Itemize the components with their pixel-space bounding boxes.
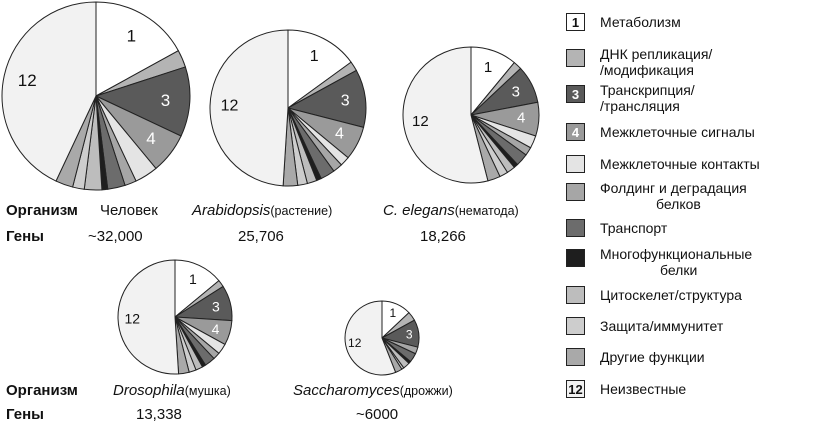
gene-count-drosophila: 13,338 (136, 406, 182, 423)
legend-label: Фолдинг и деградация белков (600, 180, 747, 212)
legend-swatch: 3 (566, 85, 585, 103)
legend-item: 12 Неизвестные (566, 377, 816, 401)
slice-label: 3 (406, 328, 413, 342)
legend-label: Защита/иммунитет (600, 318, 724, 334)
legend-swatch (566, 348, 585, 366)
pie-celegans: 1 3 4 12 (402, 46, 540, 184)
genes-row-label-2: Гены (6, 406, 44, 423)
slice-label: 12 (412, 113, 429, 130)
slice-label: 3 (161, 91, 170, 110)
organism-name-human: Человек (100, 202, 158, 219)
legend-label: Многофункциональные белки (600, 246, 753, 278)
pie-slice (117, 259, 180, 375)
legend-item: Цитоскелет/структура (566, 283, 816, 307)
legend-swatch (566, 249, 585, 267)
slice-label: 12 (124, 310, 140, 326)
slice-label: 1 (127, 27, 136, 46)
pie-slice (402, 46, 489, 184)
slice-label: 1 (310, 48, 319, 65)
slice-label: 3 (341, 92, 350, 109)
legend-item: 3 Транскрипция//трансляция (566, 82, 816, 114)
organism-name-arabidopsis: Arabidopsis(растение) (192, 202, 332, 219)
organism-note: (нематода) (454, 204, 519, 218)
legend-label: Транскрипция//трансляция (600, 82, 695, 114)
organism-note: (растение) (270, 204, 333, 218)
pie-human: 1 34 12 (1, 1, 191, 191)
legend-item: Межклеточные контакты (566, 152, 816, 176)
slice-label: 4 (517, 110, 525, 127)
legend-item: ДНК репликация//модификация (566, 46, 816, 78)
legend-swatch (566, 49, 585, 67)
organism-name-celegans: C. elegans(нематода) (383, 202, 519, 219)
gene-count-arabidopsis: 25,706 (238, 228, 284, 245)
pie-arabidopsis: 1 3 4 12 (209, 29, 367, 187)
genes-row-label-1: Гены (6, 228, 44, 245)
pie-slice (1, 1, 97, 182)
organism-note: (дрожжи) (399, 384, 453, 398)
legend-item: Защита/иммунитет (566, 314, 816, 338)
legend-label: Цитоскелет/структура (600, 287, 742, 303)
legend-label: Транспорт (600, 220, 668, 236)
legend-swatch (566, 219, 585, 237)
slice-label: 3 (212, 299, 220, 315)
pie-slice (287, 29, 352, 109)
organism-name-saccharomyces: Saccharomyces(дрожжи) (293, 382, 453, 399)
slice-label: 4 (335, 126, 344, 143)
organism-name-drosophila: Drosophila(мушка) (113, 382, 231, 399)
legend-item: 4 Межклеточные сигналы (566, 120, 816, 144)
organism-note: (мушка) (184, 384, 231, 398)
slice-label: 1 (189, 271, 197, 287)
slice-label: 12 (18, 71, 37, 90)
pie-slice (94, 66, 191, 137)
legend-swatch (566, 155, 585, 173)
legend-label: Метаболизм (600, 14, 681, 30)
legend-swatch: 1 (566, 13, 585, 31)
slice-label: 12 (221, 98, 239, 115)
gene-count-saccharomyces: ~6000 (356, 406, 399, 423)
legend-swatch (566, 183, 585, 201)
legend-label: Межклеточные контакты (600, 156, 760, 172)
legend-swatch (566, 286, 585, 304)
legend-item: Фолдинг и деградация белков (566, 180, 816, 212)
organism-name-text: C. elegans (383, 202, 455, 219)
legend-swatch: 4 (566, 123, 585, 141)
organism-name-text: Человек (100, 202, 158, 219)
pie-slice (344, 300, 397, 376)
pie-slice (209, 29, 289, 187)
pie-saccharomyces: 13 12 (344, 300, 420, 376)
gene-count-celegans: 18,266 (420, 228, 466, 245)
slice-label: 3 (512, 84, 520, 101)
pie-slice (95, 1, 180, 97)
legend-label: ДНК репликация//модификация (600, 46, 713, 78)
organism-row-label-2: Организм (6, 382, 78, 399)
pie-drosophila: 13 4 12 (117, 259, 233, 375)
legend-item: Другие функции (566, 345, 816, 369)
organism-name-text: Arabidopsis (192, 202, 271, 219)
legend-item: 1 Метаболизм (566, 10, 816, 34)
slice-label: 1 (390, 306, 397, 320)
legend-label: Другие функции (600, 349, 705, 365)
organism-name-text: Saccharomyces (293, 382, 400, 399)
organism-name-text: Drosophila (113, 382, 185, 399)
legend-swatch: 12 (566, 380, 585, 398)
organism-row-label-1: Организм (6, 202, 78, 219)
legend-swatch (566, 317, 585, 335)
slice-label: 4 (212, 321, 220, 337)
slice-label: 12 (348, 336, 362, 350)
slice-label: 4 (146, 129, 155, 148)
legend-item: Многофункциональные белки (566, 246, 816, 278)
legend-label: Межклеточные сигналы (600, 124, 755, 140)
gene-count-human: ~32,000 (88, 228, 143, 245)
legend-item: Транспорт (566, 216, 816, 240)
legend-label: Неизвестные (600, 381, 687, 397)
slice-label: 1 (484, 59, 492, 76)
